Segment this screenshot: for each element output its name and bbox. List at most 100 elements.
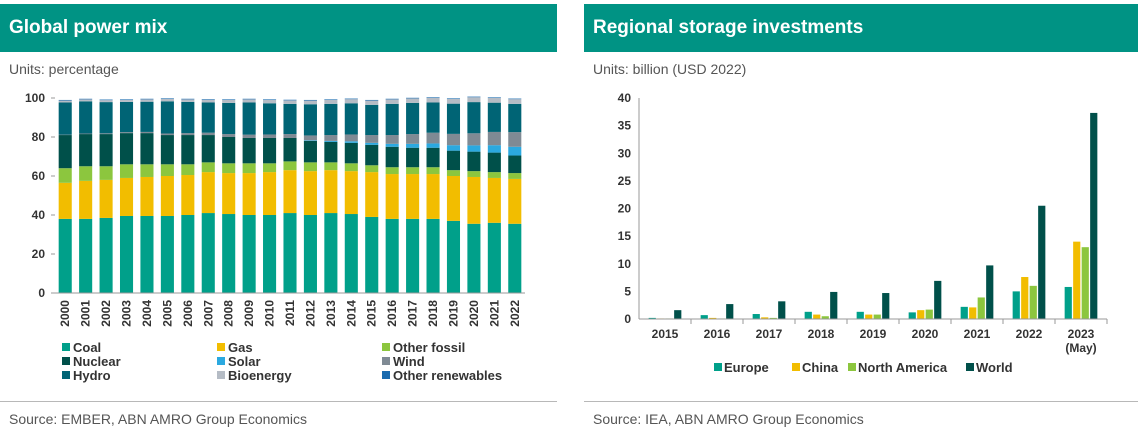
bar-hydro-2022 <box>508 103 522 133</box>
bar-hydro-2009 <box>242 102 256 135</box>
storage-investments-source: Source: IEA, ABN AMRO Group Economics <box>593 411 864 427</box>
legend-label-bioenergy: Bioenergy <box>228 368 292 383</box>
bar-bioenergy-2006 <box>181 99 195 102</box>
bar-other-renewables-2012 <box>303 99 317 101</box>
bar-other-fossil-2018 <box>426 167 440 175</box>
bar-coal-2018 <box>426 218 440 293</box>
bar-other-fossil-2004 <box>140 164 154 177</box>
bar-hydro-2008 <box>222 102 236 135</box>
bar-other-renewables-2011 <box>283 99 297 101</box>
x-tick-label: 2017 <box>406 300 420 327</box>
legend-swatch-gas <box>217 343 225 351</box>
bar-hydro-2000 <box>58 102 72 135</box>
bar-hydro-2012 <box>303 104 317 136</box>
bar-other-fossil-2020 <box>467 171 481 177</box>
bar-north-america-2019 <box>873 314 881 319</box>
bar-solar-2013 <box>324 140 338 142</box>
bar-nuclear-2000 <box>58 135 72 169</box>
x-tick-label: 2008 <box>222 300 236 327</box>
bar-hydro-2014 <box>344 103 358 135</box>
bar-nuclear-2004 <box>140 133 154 165</box>
bar-other-renewables-2020 <box>467 96 481 98</box>
bar-nuclear-2008 <box>222 137 236 164</box>
x-tick-label: 2010 <box>263 300 277 327</box>
bar-europe-2016 <box>700 315 708 319</box>
x-tick-label: 2020 <box>467 300 481 327</box>
bar-hydro-2001 <box>79 101 93 134</box>
bar-gas-2008 <box>222 173 236 215</box>
bar-coal-2014 <box>344 214 358 293</box>
legend-swatch-coal <box>62 343 70 351</box>
bar-coal-2002 <box>99 217 113 293</box>
bar-bioenergy-2014 <box>344 99 358 104</box>
bar-hydro-2006 <box>181 101 195 134</box>
legend-swatch-other-fossil <box>382 343 390 351</box>
y-tick-label: 30 <box>618 146 632 160</box>
bar-nuclear-2014 <box>344 142 358 164</box>
bar-other-fossil-2006 <box>181 164 195 176</box>
bar-bioenergy-2011 <box>283 100 297 104</box>
y-tick-label: 80 <box>32 130 46 144</box>
bar-other-fossil-2011 <box>283 161 297 171</box>
x-tick-label: 2012 <box>303 300 317 327</box>
bar-solar-2012 <box>303 140 317 141</box>
storage-investments-panel: Regional storage investments Units: bill… <box>584 0 1138 436</box>
bar-europe-2020 <box>908 312 916 319</box>
x-tick-label: 2018 <box>426 300 440 327</box>
bar-hydro-2010 <box>263 103 277 135</box>
bar-bioenergy-2015 <box>365 100 379 105</box>
bar-china-2016 <box>709 317 717 319</box>
bar-bioenergy-2000 <box>58 100 72 103</box>
bar-gas-2022 <box>508 178 522 224</box>
y-tick-label: 15 <box>618 229 632 243</box>
legend-label-hydro: Hydro <box>73 368 111 383</box>
bar-other-renewables-2001 <box>79 98 93 100</box>
bar-gas-2015 <box>365 172 379 217</box>
bar-world-2023-may <box>1090 112 1098 319</box>
bar-north-america-2018 <box>821 316 829 319</box>
bar-gas-2016 <box>385 174 399 219</box>
bar-world-2018 <box>830 291 838 319</box>
legend-swatch-other-renewables <box>382 371 390 379</box>
bar-wind-2009 <box>242 134 256 138</box>
bar-wind-2020 <box>467 133 481 146</box>
bar-gas-2011 <box>283 170 297 214</box>
bar-bioenergy-2002 <box>99 100 113 103</box>
bar-china-2019 <box>865 314 873 319</box>
bar-nuclear-2003 <box>119 133 134 165</box>
bar-other-renewables-2008 <box>222 99 236 100</box>
bar-wind-2014 <box>344 134 358 142</box>
bar-gas-2006 <box>181 175 195 215</box>
bar-solar-2017 <box>406 143 420 148</box>
y-tick-label: 40 <box>32 208 46 222</box>
bar-hydro-2018 <box>426 102 440 133</box>
bar-coal-2017 <box>406 218 420 293</box>
bar-bioenergy-2010 <box>263 99 277 104</box>
bar-hydro-2011 <box>283 103 297 135</box>
x-tick-label: 2020 <box>912 327 939 341</box>
bar-europe-2017 <box>752 314 760 319</box>
bar-gas-2018 <box>426 174 440 219</box>
bar-nuclear-2006 <box>181 135 195 165</box>
x-tick-label: 2011 <box>283 300 297 326</box>
bar-other-fossil-2007 <box>201 162 215 173</box>
bar-other-fossil-2016 <box>385 167 399 175</box>
bar-wind-2004 <box>140 131 154 134</box>
bar-gas-2012 <box>303 171 317 215</box>
bar-nuclear-2016 <box>385 146 399 168</box>
bar-wind-2006 <box>181 133 195 136</box>
bar-coal-2010 <box>263 215 277 293</box>
legend-swatch-north-america <box>848 363 856 371</box>
bar-other-renewables-2003 <box>119 99 134 100</box>
x-tick-label: (May) <box>1065 341 1096 355</box>
bar-wind-2003 <box>119 132 134 134</box>
storage-investments-units: Units: billion (USD 2022) <box>593 61 747 77</box>
bar-north-america-2023-may <box>1081 247 1089 319</box>
bar-coal-2011 <box>283 213 297 293</box>
bar-wind-2021 <box>487 131 501 146</box>
bar-other-fossil-2001 <box>79 166 93 181</box>
bar-hydro-2002 <box>99 102 113 134</box>
bar-wind-2015 <box>365 135 379 143</box>
power-mix-chart: 0 20 40 60 80 100 2000 2001 2002 2003 2004 2005 2006… <box>25 91 525 383</box>
bar-world-2020 <box>934 280 942 319</box>
